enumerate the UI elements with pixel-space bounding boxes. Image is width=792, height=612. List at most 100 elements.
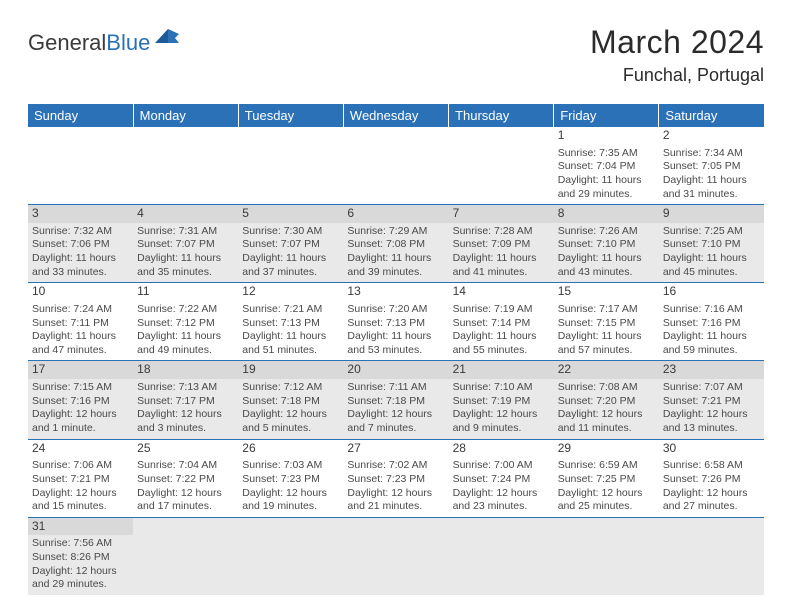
daylight-text: Daylight: 12 hours and 7 minutes. [347, 408, 444, 435]
day-number: 17 [28, 361, 133, 379]
calendar-day-cell: 4Sunrise: 7:31 AMSunset: 7:07 PMDaylight… [133, 205, 238, 283]
calendar-day-cell: 25Sunrise: 7:04 AMSunset: 7:22 PMDayligh… [133, 439, 238, 517]
sunset-text: Sunset: 7:12 PM [137, 317, 234, 331]
calendar-day-cell: 15Sunrise: 7:17 AMSunset: 7:15 PMDayligh… [554, 283, 659, 361]
day-number: 4 [133, 205, 238, 223]
sunrise-text: Sunrise: 7:34 AM [663, 147, 760, 161]
day-number: 30 [659, 440, 764, 458]
daylight-text: Daylight: 11 hours and 57 minutes. [558, 330, 655, 357]
daylight-text: Daylight: 12 hours and 1 minute. [32, 408, 129, 435]
sunset-text: Sunset: 7:04 PM [558, 160, 655, 174]
daylight-text: Daylight: 11 hours and 37 minutes. [242, 252, 339, 279]
calendar-day-cell: 19Sunrise: 7:12 AMSunset: 7:18 PMDayligh… [238, 361, 343, 439]
daylight-text: Daylight: 12 hours and 9 minutes. [453, 408, 550, 435]
calendar-empty-cell [554, 517, 659, 595]
daylight-text: Daylight: 11 hours and 55 minutes. [453, 330, 550, 357]
weekday-header: Friday [554, 104, 659, 127]
sunrise-text: Sunrise: 7:21 AM [242, 303, 339, 317]
daylight-text: Daylight: 12 hours and 29 minutes. [32, 565, 129, 592]
calendar-day-cell: 17 Sunrise: 7:15 AMSunset: 7:16 PMDayligh… [28, 361, 133, 439]
calendar-empty-cell [343, 127, 448, 205]
day-number: 2 [659, 127, 764, 145]
sunset-text: Sunset: 7:17 PM [137, 395, 234, 409]
daylight-text: Daylight: 12 hours and 17 minutes. [137, 487, 234, 514]
day-number: 3 [28, 205, 133, 223]
sunrise-text: Sunrise: 7:24 AM [32, 303, 129, 317]
day-number: 12 [238, 283, 343, 301]
calendar-day-cell: 1 Sunrise: 7:35 AMSunset: 7:04 PMDaylight… [554, 127, 659, 205]
calendar-empty-cell [238, 517, 343, 595]
daylight-text: Daylight: 12 hours and 23 minutes. [453, 487, 550, 514]
sunset-text: Sunset: 7:11 PM [32, 317, 129, 331]
daylight-text: Daylight: 11 hours and 33 minutes. [32, 252, 129, 279]
daylight-text: Daylight: 12 hours and 5 minutes. [242, 408, 339, 435]
weekday-header: Saturday [659, 104, 764, 127]
sunset-text: Sunset: 7:14 PM [453, 317, 550, 331]
calendar-day-cell: 10Sunrise: 7:24 AMSunset: 7:11 PMDayligh… [28, 283, 133, 361]
sunrise-text: Sunrise: 7:12 AM [242, 381, 339, 395]
calendar-day-cell: 5Sunrise: 7:30 AMSunset: 7:07 PMDaylight… [238, 205, 343, 283]
calendar-day-cell: 29Sunrise: 6:59 AMSunset: 7:25 PMDayligh… [554, 439, 659, 517]
calendar-day-cell: 18Sunrise: 7:13 AMSunset: 7:17 PMDayligh… [133, 361, 238, 439]
location-subtitle: Funchal, Portugal [590, 65, 764, 86]
calendar-day-cell: 31Sunrise: 7:56 AMSunset: 8:26 PMDayligh… [28, 517, 133, 595]
day-number: 9 [659, 205, 764, 223]
daylight-text: Daylight: 11 hours and 59 minutes. [663, 330, 760, 357]
sunset-text: Sunset: 7:23 PM [242, 473, 339, 487]
sunrise-text: Sunrise: 7:35 AM [558, 147, 655, 161]
day-number: 8 [554, 205, 659, 223]
sunrise-text: Sunrise: 7:13 AM [137, 381, 234, 395]
sunrise-text: Sunrise: 7:56 AM [32, 537, 129, 551]
day-number: 1 [554, 127, 659, 145]
day-number: 24 [28, 440, 133, 458]
logo-text-blue: Blue [106, 30, 150, 56]
sunset-text: Sunset: 7:07 PM [242, 238, 339, 252]
sunrise-text: Sunrise: 7:04 AM [137, 459, 234, 473]
sunset-text: Sunset: 7:10 PM [558, 238, 655, 252]
day-number: 26 [238, 440, 343, 458]
sunset-text: Sunset: 7:10 PM [663, 238, 760, 252]
day-number: 27 [343, 440, 448, 458]
sunset-text: Sunset: 7:16 PM [32, 395, 129, 409]
daylight-text: Daylight: 11 hours and 29 minutes. [558, 174, 655, 201]
sunrise-text: Sunrise: 7:32 AM [32, 225, 129, 239]
day-number: 10 [28, 283, 133, 301]
calendar-day-cell: 26Sunrise: 7:03 AMSunset: 7:23 PMDayligh… [238, 439, 343, 517]
calendar-empty-cell [133, 517, 238, 595]
weekday-header: Wednesday [343, 104, 448, 127]
daylight-text: Daylight: 12 hours and 27 minutes. [663, 487, 760, 514]
calendar-day-cell: 9Sunrise: 7:25 AMSunset: 7:10 PMDaylight… [659, 205, 764, 283]
sunset-text: Sunset: 7:25 PM [558, 473, 655, 487]
daylight-text: Daylight: 11 hours and 51 minutes. [242, 330, 339, 357]
day-number: 28 [449, 440, 554, 458]
sunrise-text: Sunrise: 7:15 AM [32, 381, 129, 395]
day-number: 6 [343, 205, 448, 223]
sunrise-text: Sunrise: 7:20 AM [347, 303, 444, 317]
daylight-text: Daylight: 11 hours and 35 minutes. [137, 252, 234, 279]
calendar-day-cell: 3Sunrise: 7:32 AMSunset: 7:06 PMDaylight… [28, 205, 133, 283]
calendar-day-cell: 27Sunrise: 7:02 AMSunset: 7:23 PMDayligh… [343, 439, 448, 517]
sunset-text: Sunset: 7:22 PM [137, 473, 234, 487]
calendar-empty-cell [659, 517, 764, 595]
daylight-text: Daylight: 12 hours and 19 minutes. [242, 487, 339, 514]
day-number: 22 [554, 361, 659, 379]
sunrise-text: Sunrise: 7:19 AM [453, 303, 550, 317]
calendar-day-cell: 16Sunrise: 7:16 AMSunset: 7:16 PMDayligh… [659, 283, 764, 361]
logo: GeneralBlue [28, 24, 181, 56]
day-number: 29 [554, 440, 659, 458]
calendar-day-cell: 13Sunrise: 7:20 AMSunset: 7:13 PMDayligh… [343, 283, 448, 361]
weekday-header: Monday [133, 104, 238, 127]
day-number: 25 [133, 440, 238, 458]
calendar-empty-cell [449, 127, 554, 205]
sunset-text: Sunset: 7:15 PM [558, 317, 655, 331]
sunset-text: Sunset: 7:16 PM [663, 317, 760, 331]
calendar-empty-cell [238, 127, 343, 205]
sunset-text: Sunset: 8:26 PM [32, 551, 129, 565]
calendar-day-cell: 28Sunrise: 7:00 AMSunset: 7:24 PMDayligh… [449, 439, 554, 517]
sunrise-text: Sunrise: 7:03 AM [242, 459, 339, 473]
day-number: 18 [133, 361, 238, 379]
sunrise-text: Sunrise: 7:25 AM [663, 225, 760, 239]
sunset-text: Sunset: 7:20 PM [558, 395, 655, 409]
calendar-week-row: 31Sunrise: 7:56 AMSunset: 8:26 PMDayligh… [28, 517, 764, 595]
calendar-week-row: 17Sunrise: 7:15 AMSunset: 7:16 PMDayligh… [28, 361, 764, 439]
